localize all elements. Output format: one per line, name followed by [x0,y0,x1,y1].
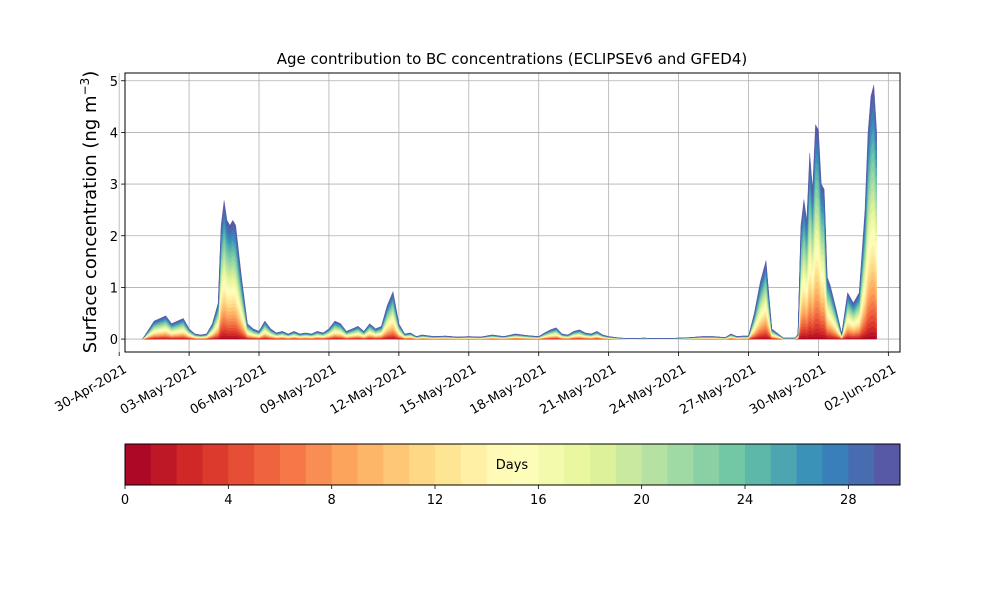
colorbar-segment [383,444,410,485]
x-tick-label: 06-May-2021 [188,362,270,418]
plot-frame [124,72,901,353]
x-tick-label: 30-Apr-2021 [52,362,129,415]
colorbar-segment [641,444,668,485]
colorbar-segment [615,444,643,485]
colorbar-segment [460,444,488,485]
x-tick-label: 27-May-2021 [677,362,759,418]
colorbar-segment [176,444,203,485]
x-tick-label: 03-May-2021 [118,362,200,418]
colorbar-tick-label: 12 [427,493,444,508]
y-tick-label: 5 [110,75,118,90]
y-axis-label-exponent: −3 [78,78,92,96]
colorbar-segment [125,444,152,485]
colorbar-segment [848,444,875,485]
colorbar-segment [486,444,513,485]
colorbar-segment [770,444,798,485]
y-tick-label: 2 [110,230,118,245]
colorbar-segment [435,444,462,485]
y-tick-label: 1 [110,281,118,296]
stacked-area-layer [142,84,877,340]
colorbar-segment [564,444,591,485]
colorbar-segment [693,444,720,485]
chart-title: Age contribution to BC concentrations (E… [277,50,748,68]
colorbar-segment [796,444,823,485]
colorbar-frame [124,443,901,486]
age-band-area-29 [142,84,877,340]
colorbar-tick-label: 24 [737,493,754,508]
x-tick-label: 21-May-2021 [537,362,619,418]
colorbar-segment [331,444,358,485]
colorbar-tick-label: 8 [328,493,336,508]
colorbar-segment [280,444,307,485]
x-tick-label: 15-May-2021 [398,362,480,418]
colorbar-segment [822,444,849,485]
colorbar-tick-label: 0 [121,493,129,508]
colorbar: Days 0 4 8 12 16 20 24 28 [121,443,901,508]
x-tick-label: 09-May-2021 [258,362,340,418]
colorbar-segment [590,444,617,485]
colorbar-segment [150,444,178,485]
y-tick-label: 3 [110,178,118,193]
colorbar-tick-label: 4 [224,493,232,508]
colorbar-segment [538,444,565,485]
x-tick-label: 18-May-2021 [467,362,549,418]
colorbar-segment [254,444,281,485]
colorbar-segment [512,444,539,485]
colorbar-segment [409,444,436,485]
x-tick-label: 02-Jun-2021 [822,362,899,415]
colorbar-segment [202,444,229,485]
colorbar-tick-label: 28 [840,493,857,508]
colorbar-segment [874,444,901,485]
colorbar-segment [357,444,384,485]
colorbar-segment [667,444,694,485]
axes: 30-Apr-202103-May-202106-May-202109-May-… [52,72,901,418]
colorbar-tick-label: 20 [633,493,650,508]
y-axis-label-close: ) [80,71,101,78]
colorbar-label: Days [496,458,529,473]
x-tick-label: 30-May-2021 [747,362,829,418]
colorbar-segment [745,444,772,485]
colorbar-tick-label: 16 [530,493,547,508]
colorbar-segment [305,444,333,485]
y-axis-label: Surface concentration (ng m−3) [78,71,101,354]
colorbar-segment [228,444,255,485]
y-tick-label: 0 [110,333,118,348]
y-tick-label: 4 [110,126,118,141]
x-tick-label: 12-May-2021 [328,362,410,418]
colorbar-segment [719,444,746,485]
x-tick-label: 24-May-2021 [607,362,689,418]
